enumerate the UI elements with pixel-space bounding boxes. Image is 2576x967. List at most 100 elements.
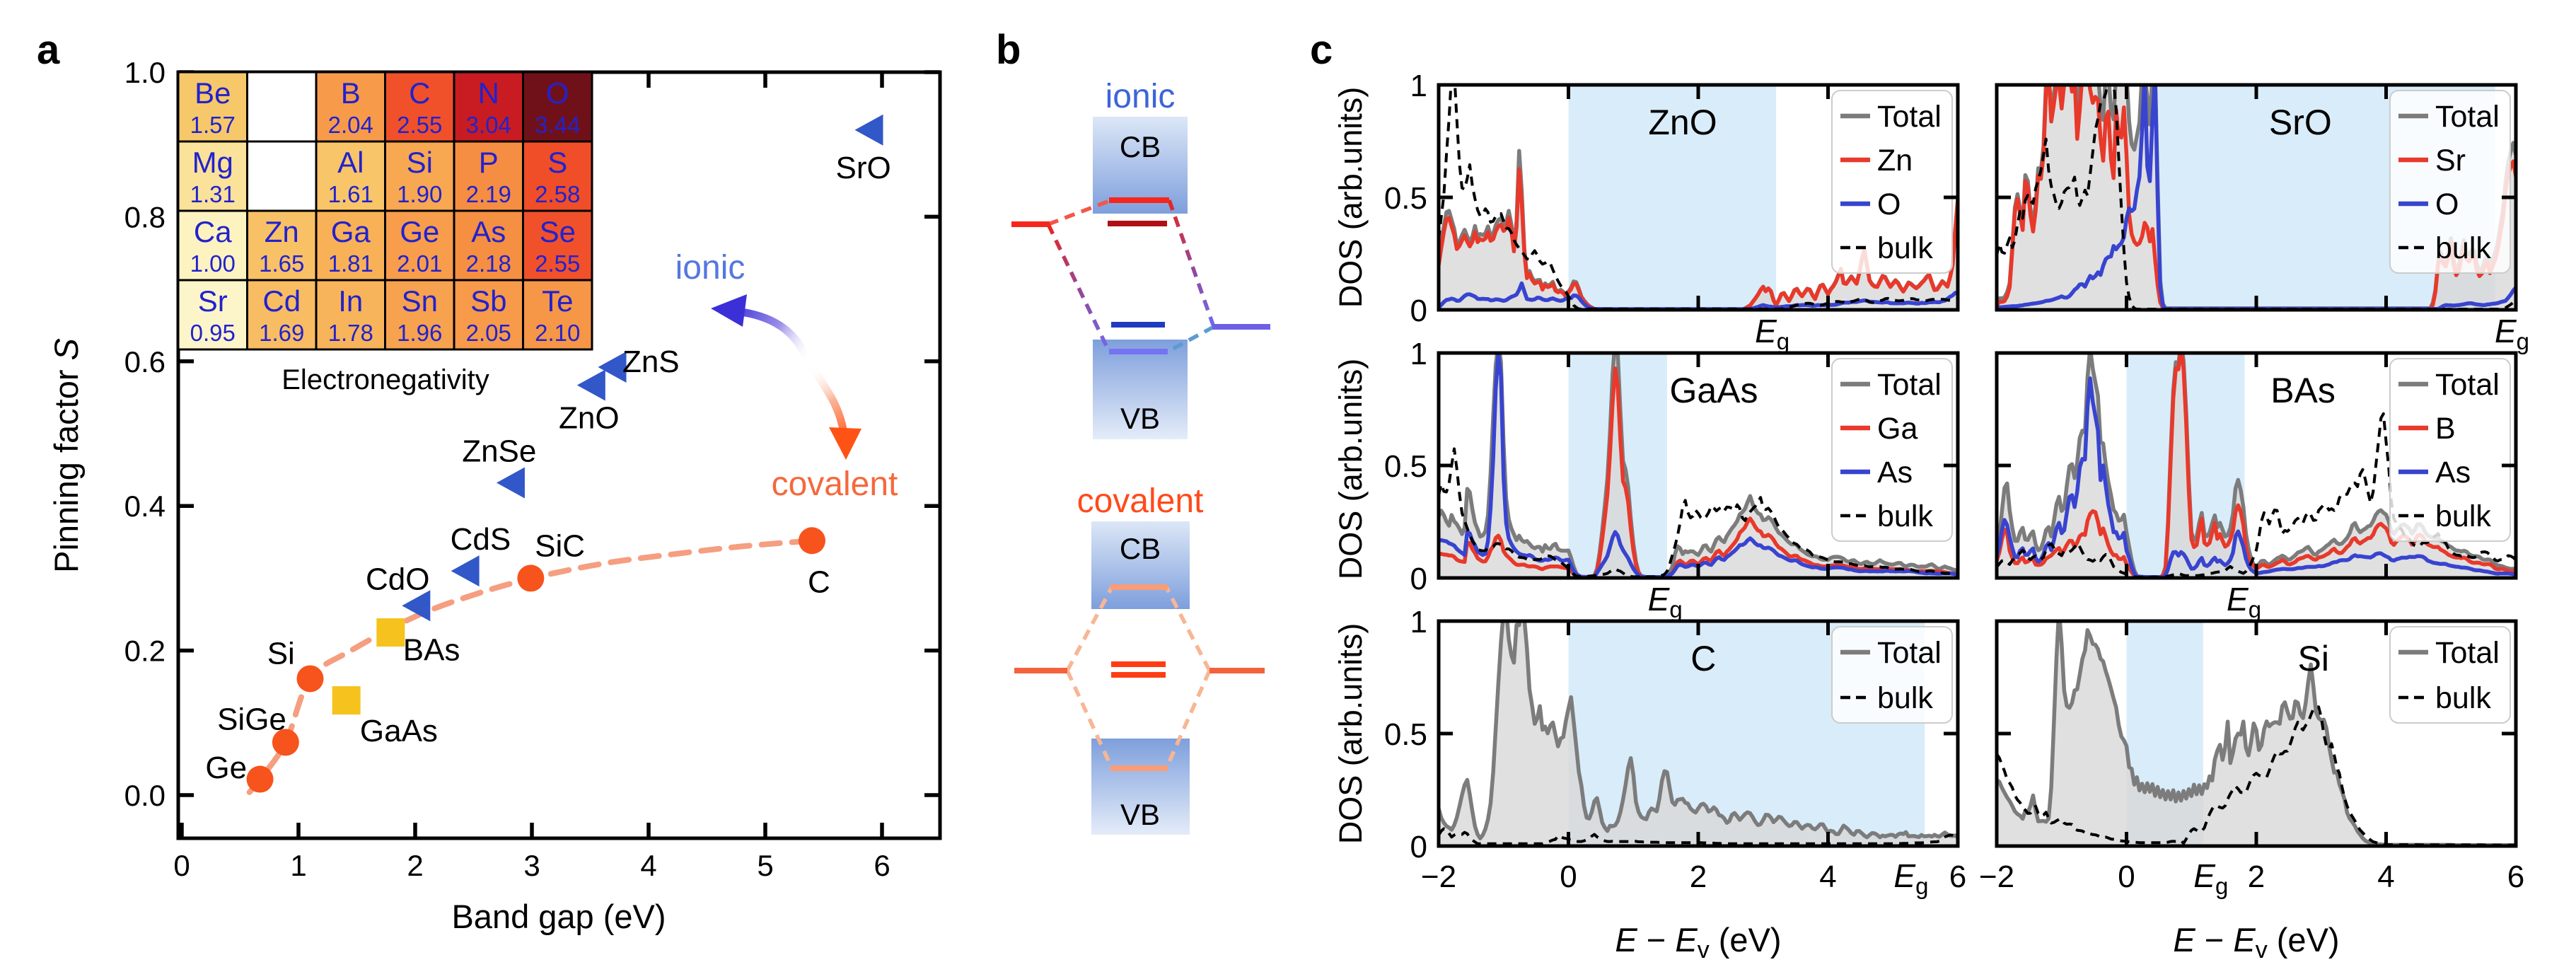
- element-value: 1.00: [190, 250, 236, 277]
- data-point-label: Si: [267, 637, 295, 671]
- element-symbol: Al: [337, 146, 364, 179]
- xlabel-E: E: [2173, 921, 2195, 959]
- element-value: 2.55: [397, 112, 442, 138]
- eg-subscript: g: [2215, 873, 2228, 899]
- panel-a-xlabel: Band gap (eV): [451, 898, 666, 935]
- covalent-vb-label: VB: [1120, 798, 1160, 831]
- y-tick-label: 1: [1410, 337, 1427, 371]
- subplot-title-Si: Si: [2298, 639, 2329, 678]
- covalent-diagram-label: covalent: [1077, 482, 1204, 520]
- x-tick-label: 0: [1560, 859, 1577, 894]
- data-point-SrO: [854, 114, 883, 146]
- legend-label-Total: Total: [2435, 368, 2500, 402]
- element-symbol: As: [471, 215, 506, 248]
- data-point-label: SrO: [835, 151, 890, 185]
- legend-label-Sr: Sr: [2435, 144, 2466, 178]
- eg-symbol: E: [1893, 857, 1916, 894]
- y-tick-label: 1: [1410, 69, 1427, 103]
- eg-subscript: g: [1669, 596, 1682, 623]
- element-symbol: Mg: [192, 146, 233, 179]
- legend-label-B: B: [2435, 412, 2456, 446]
- y-tick-label: 0.0: [124, 779, 166, 812]
- legend-label-O: O: [1877, 187, 1901, 221]
- electronegativity-table: Be1.57B2.04C2.55N3.04O3.44Mg1.31Al1.61Si…: [177, 71, 593, 351]
- dos-ylabel-row2: DOS (arb.units): [1333, 359, 1369, 580]
- ionic-dash-right-up: [1167, 199, 1216, 328]
- element-cell-empty: [246, 71, 318, 143]
- ionic-dash-right-down: [1166, 325, 1215, 354]
- element-value: 1.96: [397, 320, 442, 346]
- xlabel-unit: (eV): [2268, 921, 2340, 959]
- data-point-SiGe: [272, 729, 299, 756]
- y-tick-label: 0.8: [124, 200, 166, 233]
- dos-curve-Total: [1439, 621, 1958, 840]
- data-point-label: Ge: [205, 751, 247, 785]
- element-symbol: Te: [542, 284, 573, 318]
- y-tick-label: 1: [1410, 605, 1427, 639]
- dos-curve-Total: [1439, 353, 1958, 578]
- data-point-SiC: [517, 564, 545, 592]
- x-tick-label: −2: [1421, 859, 1456, 894]
- x-tick-label: 2: [1690, 859, 1707, 894]
- data-point-CdO: [402, 590, 431, 622]
- element-symbol: Si: [407, 146, 433, 179]
- element-cell-Ca: [177, 209, 248, 282]
- inset-caption: Electronegativity: [282, 364, 489, 395]
- legend-label-bulk: bulk: [1877, 499, 1933, 533]
- legend-label-Total: Total: [2435, 636, 2500, 670]
- eg-symbol: E: [1755, 313, 1777, 349]
- data-point-ZnSe: [496, 467, 525, 499]
- total-dos-fill: [1997, 353, 2516, 578]
- data-point-Si: [296, 665, 324, 693]
- ionic-vb-label: VB: [1120, 402, 1160, 435]
- element-symbol: Sn: [402, 284, 438, 318]
- element-cell-Cd: [246, 279, 318, 351]
- element-symbol: Se: [540, 215, 576, 248]
- y-tick-label: 0.5: [1384, 181, 1427, 216]
- covalent-cb-label: CB: [1120, 532, 1161, 565]
- element-value: 1.90: [397, 181, 442, 207]
- element-value: 1.81: [328, 250, 373, 277]
- x-tick-label: 6: [1949, 859, 1966, 894]
- element-value: 1.78: [328, 320, 373, 346]
- xlabel-sub-v: v: [1698, 937, 1710, 963]
- ionic-arrow-head: [711, 294, 747, 327]
- data-point-ZnO: [576, 369, 605, 401]
- ionic-arrow-body: [731, 307, 812, 366]
- covalent-dash-left-up: [1065, 586, 1114, 672]
- data-point-label: SiGe: [217, 702, 286, 737]
- element-value: 2.10: [535, 320, 580, 346]
- element-value: 0.95: [190, 320, 236, 346]
- data-point-label: CdS: [451, 522, 511, 557]
- element-value: 2.19: [466, 181, 511, 207]
- element-symbol: Zn: [265, 215, 299, 248]
- element-symbol: In: [338, 284, 363, 318]
- xlabel-text: Band gap (eV): [451, 898, 666, 935]
- element-value: 2.55: [535, 250, 580, 277]
- xlabel-Ev: E: [2233, 921, 2256, 959]
- data-point-BAs: [376, 618, 405, 647]
- x-tick-label: 6: [874, 849, 890, 882]
- ionic-dash-left-up: [1048, 198, 1112, 226]
- ionic-diagram-label: ionic: [1106, 78, 1176, 115]
- element-cell-Be: [177, 71, 248, 143]
- y-tick-label: 0: [1410, 830, 1427, 864]
- element-value: 2.01: [397, 250, 442, 277]
- y-tick-label: 0.5: [1384, 717, 1427, 752]
- x-tick-label: −2: [1979, 859, 2014, 894]
- element-value: 3.44: [535, 112, 580, 138]
- panel-a-letter: a: [37, 27, 60, 73]
- xlabel-Ev: E: [1675, 921, 1698, 959]
- element-cell-P: [453, 140, 524, 212]
- eg-label: Eg: [2193, 857, 2228, 899]
- legend-label-As: As: [1877, 456, 1913, 490]
- element-value: 1.31: [190, 181, 236, 207]
- total-dos-fill: [1439, 151, 1958, 310]
- legend-label-bulk: bulk: [2435, 499, 2491, 533]
- x-tick-label: 0: [173, 849, 190, 882]
- eg-subscript: g: [2249, 596, 2261, 623]
- legend-label-bulk: bulk: [2435, 681, 2491, 715]
